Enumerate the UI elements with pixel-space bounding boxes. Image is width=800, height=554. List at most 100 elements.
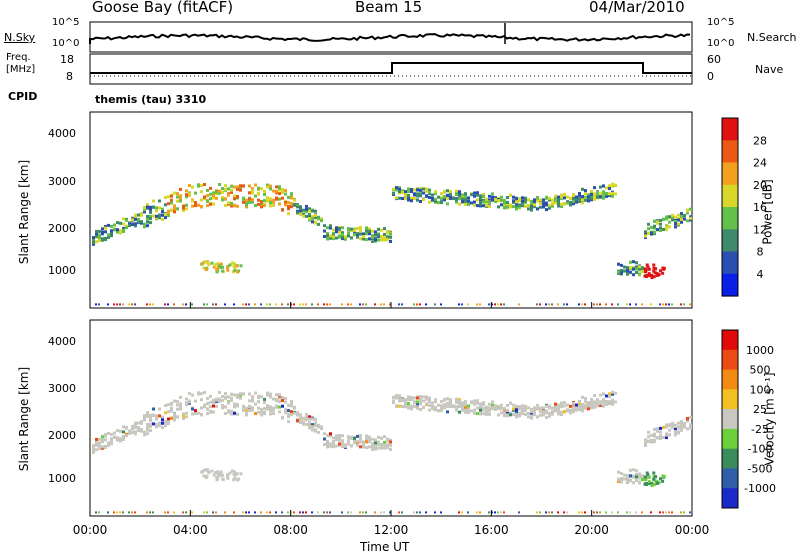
power-cell bbox=[374, 236, 377, 240]
velocity-cell bbox=[629, 468, 632, 472]
velocity-cell bbox=[494, 405, 497, 409]
power-cell bbox=[131, 216, 134, 220]
power-cell bbox=[654, 267, 658, 271]
power-cell bbox=[305, 303, 307, 306]
power-cell bbox=[506, 205, 509, 209]
velocity-cell bbox=[620, 479, 623, 483]
power-cell bbox=[359, 226, 362, 229]
power-cell bbox=[191, 303, 193, 306]
power-cell bbox=[491, 195, 494, 199]
velocity-cell bbox=[443, 406, 446, 410]
velocity-cell bbox=[137, 428, 140, 432]
velocity-cell bbox=[488, 511, 490, 514]
power-cell bbox=[650, 273, 654, 277]
power-cell bbox=[245, 205, 248, 209]
power-cell bbox=[539, 198, 542, 202]
colorbar-swatch bbox=[722, 409, 738, 430]
power-cell bbox=[272, 198, 275, 202]
velocity-cell bbox=[416, 406, 419, 410]
velocity-cell bbox=[359, 511, 361, 514]
velocity-cell bbox=[116, 436, 119, 440]
power-cell bbox=[596, 193, 599, 197]
power-cell bbox=[224, 197, 227, 201]
velocity-cell bbox=[308, 426, 311, 430]
power-cell bbox=[380, 235, 383, 238]
velocity-cell bbox=[479, 404, 482, 408]
velocity-cell bbox=[608, 392, 611, 396]
velocity-cell bbox=[482, 401, 485, 404]
power-cell bbox=[128, 303, 130, 306]
power-cell bbox=[518, 303, 520, 306]
velocity-cell bbox=[377, 441, 380, 445]
power-cell bbox=[107, 236, 110, 239]
power-cell bbox=[515, 207, 518, 211]
power-cell bbox=[98, 229, 101, 233]
power-cell bbox=[467, 303, 469, 306]
power-cell bbox=[539, 202, 542, 206]
power-cell bbox=[446, 193, 449, 197]
power-cell bbox=[164, 196, 167, 200]
power-cell bbox=[596, 190, 599, 194]
power-cell bbox=[245, 303, 247, 306]
velocity-cell bbox=[668, 423, 671, 427]
power-cell bbox=[323, 224, 326, 228]
velocity-cell bbox=[182, 412, 185, 416]
power-cell bbox=[92, 241, 95, 245]
power-cell bbox=[638, 265, 641, 269]
velocity-cell bbox=[202, 474, 206, 478]
velocity-cell bbox=[533, 413, 536, 417]
power-cell bbox=[167, 214, 170, 217]
power-cell bbox=[661, 271, 665, 275]
power-cell bbox=[233, 203, 236, 207]
power-cell bbox=[407, 187, 410, 191]
velocity-cell bbox=[329, 442, 332, 446]
power-cell bbox=[305, 207, 308, 211]
velocity-cell bbox=[278, 393, 281, 397]
power-cell bbox=[419, 303, 421, 306]
power-cell bbox=[656, 228, 659, 232]
velocity-cell bbox=[569, 409, 572, 413]
power-cell bbox=[290, 194, 293, 198]
velocity-cell bbox=[638, 480, 641, 484]
velocity-cell bbox=[305, 415, 308, 419]
velocity-cell bbox=[473, 399, 476, 403]
velocity-cell bbox=[269, 409, 272, 413]
power-cell bbox=[215, 268, 219, 272]
velocity-cell bbox=[644, 483, 648, 486]
velocity-cell bbox=[176, 407, 179, 411]
velocity-cell bbox=[413, 405, 416, 409]
power-cell bbox=[179, 194, 182, 198]
power-cell bbox=[652, 275, 656, 279]
velocity-cell bbox=[290, 413, 293, 417]
velocity-cell bbox=[335, 436, 338, 440]
velocity-cell bbox=[650, 481, 654, 485]
power-cell bbox=[548, 303, 550, 306]
velocity-cell bbox=[242, 405, 245, 409]
velocity-cell bbox=[581, 409, 584, 413]
power-cell bbox=[512, 199, 515, 203]
power-cell bbox=[533, 203, 536, 207]
power-cell bbox=[149, 221, 152, 225]
velocity-cell bbox=[167, 511, 169, 514]
velocity-cell bbox=[524, 409, 527, 413]
power-cell bbox=[353, 228, 356, 232]
velocity-cell bbox=[269, 395, 272, 399]
power-cell bbox=[338, 234, 341, 238]
power-cell bbox=[326, 303, 328, 306]
velocity-cell bbox=[434, 398, 437, 402]
velocity-cell bbox=[326, 440, 329, 443]
power-cell bbox=[434, 200, 437, 204]
power-cell bbox=[119, 221, 122, 225]
power-cell bbox=[398, 303, 400, 306]
velocity-cell bbox=[272, 408, 275, 412]
velocity-cell bbox=[482, 412, 485, 416]
power-cell bbox=[449, 196, 452, 200]
velocity-cell bbox=[479, 402, 482, 406]
power-cell bbox=[641, 303, 643, 306]
velocity-cell bbox=[227, 409, 230, 413]
velocity-cell bbox=[119, 437, 122, 441]
velocity-cell bbox=[228, 471, 232, 475]
noise-tick-bottom-left: 10^0 bbox=[52, 38, 80, 49]
velocity-cell bbox=[332, 436, 335, 440]
